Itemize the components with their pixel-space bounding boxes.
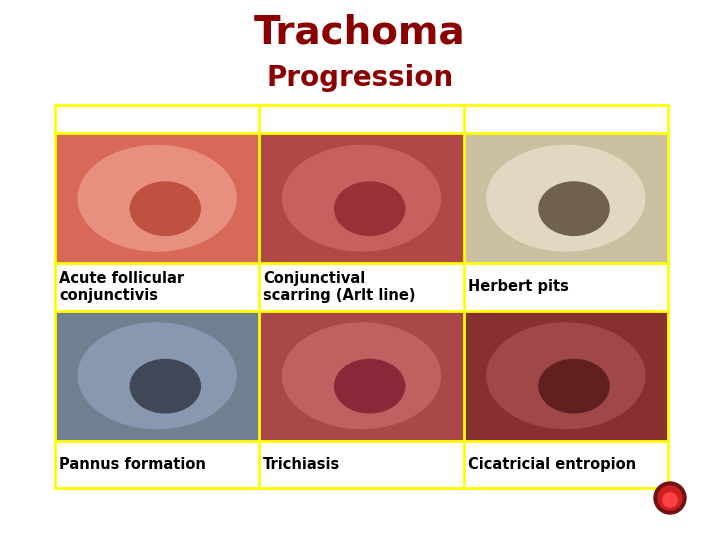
Ellipse shape (334, 359, 405, 414)
Bar (259, 441, 464, 488)
Ellipse shape (539, 181, 610, 236)
Ellipse shape (539, 359, 610, 414)
Bar (464, 264, 668, 310)
Bar (55, 105, 668, 488)
Circle shape (658, 486, 682, 510)
Bar (259, 133, 464, 264)
Ellipse shape (334, 181, 405, 236)
Text: Herbert pits: Herbert pits (468, 280, 569, 294)
Text: Conjunctival
scarring (Arlt line): Conjunctival scarring (Arlt line) (264, 271, 416, 303)
Text: Pannus formation: Pannus formation (59, 457, 206, 472)
Ellipse shape (130, 359, 201, 414)
Text: Cicatricial entropion: Cicatricial entropion (468, 457, 636, 472)
Bar (55, 441, 259, 488)
Text: Progression: Progression (266, 64, 454, 92)
Ellipse shape (130, 181, 201, 236)
Bar (464, 133, 668, 264)
Bar (259, 310, 464, 441)
Bar (55, 105, 668, 133)
Ellipse shape (78, 145, 237, 252)
Ellipse shape (78, 322, 237, 429)
Bar (464, 441, 668, 488)
Circle shape (654, 482, 686, 514)
Bar (259, 264, 464, 310)
Ellipse shape (282, 322, 441, 429)
Ellipse shape (282, 145, 441, 252)
Bar (55, 133, 259, 264)
Text: Acute follicular
conjunctivis: Acute follicular conjunctivis (59, 271, 184, 303)
Circle shape (663, 493, 678, 507)
Ellipse shape (486, 322, 646, 429)
Text: Trichiasis: Trichiasis (264, 457, 341, 472)
Text: Trachoma: Trachoma (254, 13, 466, 51)
Bar (55, 264, 259, 310)
Ellipse shape (486, 145, 646, 252)
Bar (464, 310, 668, 441)
Bar (55, 310, 259, 441)
